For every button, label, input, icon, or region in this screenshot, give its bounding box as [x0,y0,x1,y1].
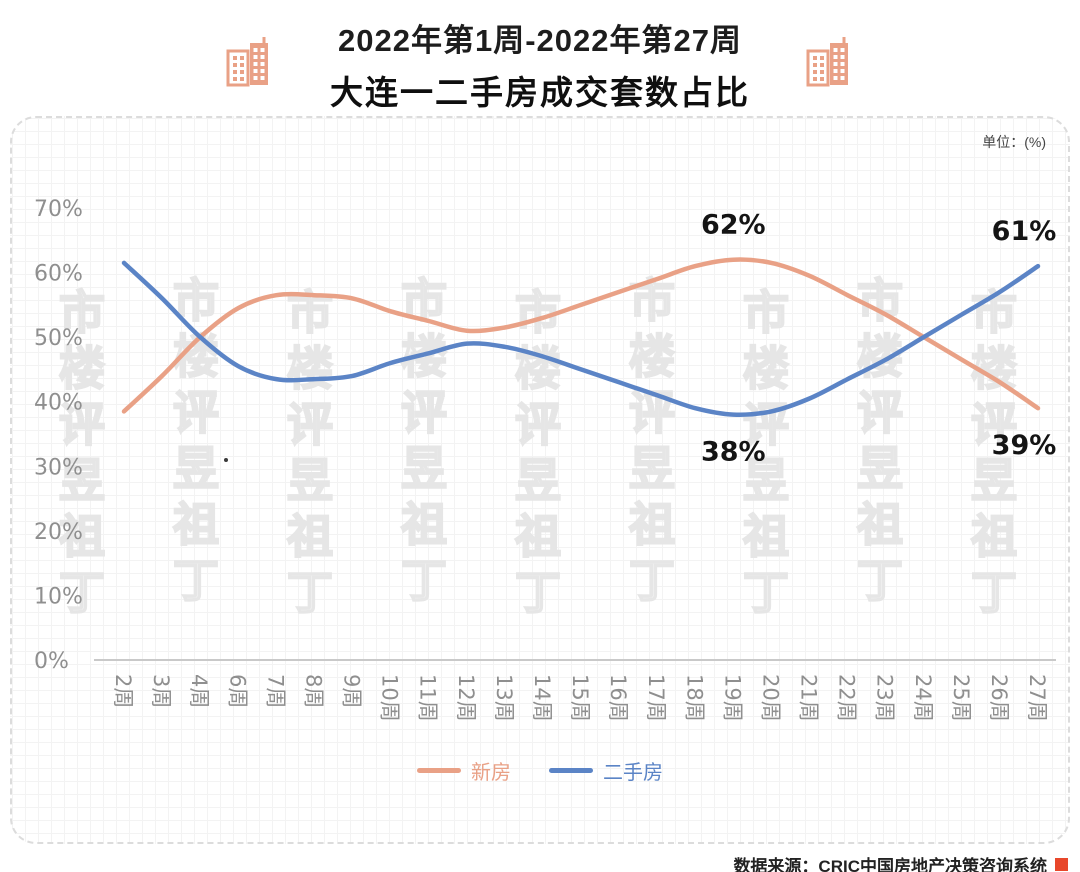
svg-text:21周: 21周 [797,674,821,722]
svg-text:20周: 20周 [758,674,782,722]
svg-text:24周: 24周 [911,674,935,722]
svg-text:40%: 40% [34,391,83,416]
svg-text:19周: 19周 [720,674,744,722]
svg-text:22周: 22周 [835,674,859,722]
svg-text:3周: 3周 [149,674,173,708]
line-chart: 70% 60% 50% 40% 30% 20% 10% 0% 2周 3周 4周 6周 7周 8周 9周 10周… [34,197,1057,722]
legend-label-new-housing: 新房 [471,762,511,784]
svg-text:16周: 16周 [606,674,630,722]
svg-text:39%: 39% [992,430,1057,461]
legend-item-secondhand-housing: 二手房 [549,756,663,785]
svg-text:7周: 7周 [263,674,287,708]
svg-text:62%: 62% [701,210,766,241]
svg-text:38%: 38% [701,437,766,468]
svg-text:25周: 25周 [949,674,973,722]
footer: 数据来源：CRIC中国房地产决策咨询系统 [12,852,1068,872]
svg-text:10周: 10周 [378,674,402,722]
legend-item-new-housing: 新房 [417,756,511,785]
svg-text:11周: 11周 [416,674,440,722]
svg-text:18周: 18周 [682,674,706,722]
svg-text:12周: 12周 [454,674,478,722]
svg-text:14周: 14周 [530,674,554,722]
svg-text:2周: 2周 [111,674,135,708]
svg-text:26周: 26周 [987,674,1011,722]
svg-text:30%: 30% [34,455,83,480]
svg-text:70%: 70% [34,197,83,222]
svg-text:23周: 23周 [873,674,897,722]
svg-text:50%: 50% [34,326,83,351]
svg-text:9周: 9周 [340,674,364,708]
svg-text:15周: 15周 [568,674,592,722]
title-block: 2022年第1周-2022年第27周 大连一二手房成交套数占比 [330,15,750,114]
header: 2022年第1周-2022年第27周 大连一二手房成交套数占比 [0,0,1080,112]
svg-text:20%: 20% [34,520,83,545]
legend: 新房 二手房 [12,756,1068,785]
legend-line-secondhand-housing [549,768,593,773]
chart-title-main: 大连一二手房成交套数占比 [330,73,750,111]
stray-dot [224,458,228,462]
data-source: 数据来源：CRIC中国房地产决策咨询系统 [733,857,1047,872]
building-icon-right [804,35,856,94]
legend-label-secondhand-housing: 二手房 [603,762,663,784]
svg-text:27周: 27周 [1025,674,1049,722]
svg-text:4周: 4周 [187,674,211,708]
legend-line-new-housing [417,768,461,773]
svg-text:60%: 60% [34,262,83,287]
chart-title-range: 2022年第1周-2022年第27周 [338,22,742,58]
svg-text:0%: 0% [34,649,69,674]
footer-accent-square [1055,858,1068,871]
svg-text:13周: 13周 [492,674,516,722]
svg-text:17周: 17周 [644,674,668,722]
svg-text:61%: 61% [992,216,1057,247]
svg-text:8周: 8周 [301,674,325,708]
svg-text:6周: 6周 [225,674,249,708]
building-icon-left [224,35,276,94]
unit-label: 单位：(%) [982,134,1046,150]
svg-text:10%: 10% [34,584,83,609]
chart-panel: 单位：(%) 市楼评昱祖丁 市楼评昱祖丁 市楼评昱祖丁 市楼评昱祖丁 市楼评昱祖丁 市楼评… [10,116,1070,844]
